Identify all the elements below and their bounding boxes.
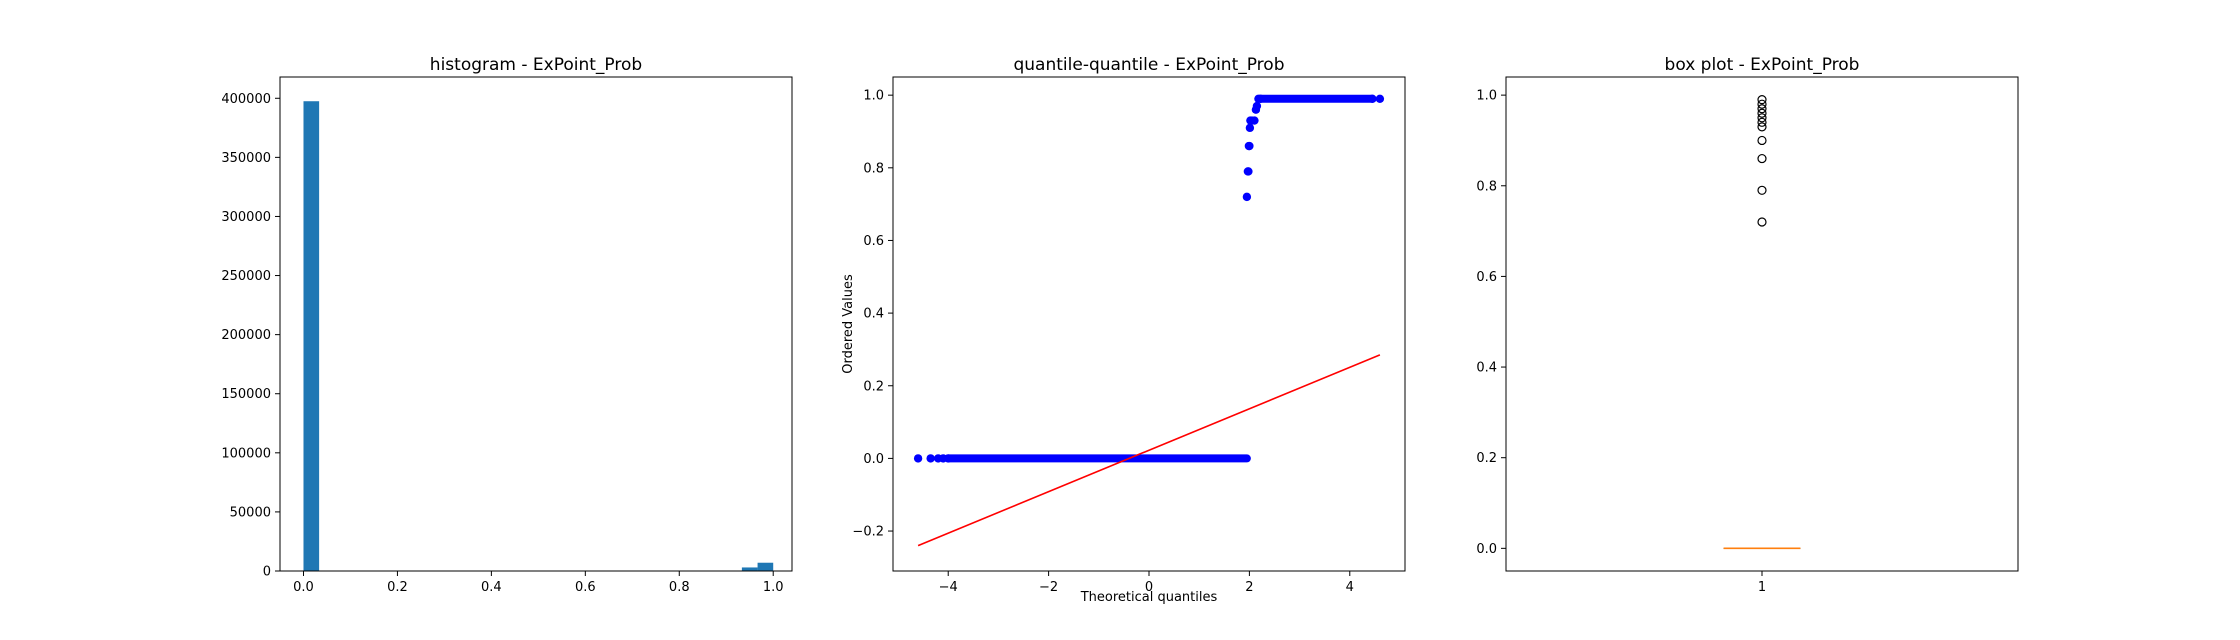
qq-ylabel: Ordered Values [841, 274, 856, 374]
qq-xtick-label: 0 [1145, 580, 1153, 595]
qq-plot-area: −0.2 0.0 0.2 0.4 0.6 0.8 1.0 −4 −2 0 2 4 [852, 89, 1385, 595]
qq-ytick-label: 0.8 [863, 161, 884, 176]
qq-title: quantile-quantile - ExPoint_Prob [1013, 55, 1284, 75]
histogram-xtick-label: 0.2 [387, 580, 408, 595]
qq-ytick-label: −0.2 [852, 525, 884, 540]
boxplot-ytick-label: 0.6 [1476, 270, 1497, 285]
qq-ytick-label: 0.2 [863, 379, 884, 394]
boxplot-title: box plot - ExPoint_Prob [1665, 55, 1860, 75]
qq-point [1368, 94, 1377, 103]
boxplot-ytick-label: 0.2 [1476, 451, 1497, 466]
qq-point [926, 454, 935, 463]
histogram-ytick-label: 350000 [221, 151, 271, 166]
boxplot-outlier [1757, 104, 1767, 114]
histogram-ytick-label: 200000 [221, 328, 271, 343]
qq-xtick-label: 4 [1346, 580, 1354, 595]
boxplot-outlier [1757, 153, 1767, 164]
qq-point [913, 454, 923, 463]
histogram-plot-area: 0 50000 100000 150000 200000 250000 300000 3500… [221, 92, 783, 595]
histogram-xtick-label: 1.0 [763, 580, 784, 595]
histogram-panel: histogram - ExPoint_Prob 0 50000 100000 150… [221, 55, 793, 595]
boxplot-ytick-label: 0.4 [1476, 361, 1497, 376]
boxplot-ytick-label: 0.0 [1476, 542, 1497, 557]
boxplot-outlier [1757, 117, 1767, 127]
qq-frame [892, 76, 1406, 572]
histogram-bar [303, 101, 320, 572]
qq-point [1256, 94, 1265, 103]
histogram-xtick-label: 0.6 [575, 580, 596, 595]
qq-xtick-label: −2 [1039, 580, 1058, 595]
boxplot-ytick-label: 1.0 [1476, 89, 1497, 104]
boxplot-frame [1505, 76, 2019, 572]
histogram-ytick-label: 0 [263, 565, 271, 580]
qq-point [1245, 141, 1254, 151]
boxplot-outlier [1757, 185, 1767, 195]
boxplot-outlier [1757, 108, 1767, 118]
qq-ytick-label: 0.0 [863, 452, 884, 467]
qq-xtick-label: 2 [1245, 580, 1253, 595]
qq-ytick-label: 0.6 [863, 234, 884, 249]
boxplot-outlier [1757, 217, 1767, 227]
boxplot-outlier [1757, 122, 1767, 132]
qq-ytick-label: 1.0 [863, 89, 884, 104]
qq-point [1244, 167, 1253, 176]
qq-ytick-label: 0.4 [863, 307, 884, 322]
qq-point [1252, 101, 1262, 111]
histogram-xtick-label: 0.8 [669, 580, 690, 595]
boxplot-xtick-label: 1 [1758, 580, 1766, 595]
histogram-xtick-label: 0.0 [293, 580, 314, 595]
boxplot-outlier [1757, 95, 1767, 105]
boxplot-plot-area: 0.0 0.2 0.4 0.6 0.8 1.0 1 [1476, 89, 1801, 595]
histogram-bar [741, 567, 758, 571]
histogram-ytick-label: 250000 [221, 269, 271, 284]
histogram-ytick-label: 50000 [230, 505, 271, 520]
qq-point [944, 454, 953, 463]
histogram-ytick-label: 300000 [221, 210, 271, 225]
qq-point [1250, 116, 1259, 125]
qq-point [1245, 123, 1255, 133]
qq-fit-line [917, 354, 1381, 547]
histogram-ytick-label: 400000 [221, 92, 271, 107]
qq-xtick-label: −4 [939, 580, 958, 595]
histogram-xtick-label: 0.4 [481, 580, 502, 595]
histogram-ytick-label: 150000 [221, 387, 271, 402]
qq-point [1242, 192, 1252, 202]
boxplot-outlier [1757, 99, 1767, 109]
histogram-ytick-label: 100000 [221, 446, 271, 461]
histogram-title: histogram - ExPoint_Prob [430, 55, 642, 75]
boxplot-outlier [1757, 113, 1767, 123]
qq-panel: quantile-quantile - ExPoint_Prob −0.2 0.0… [841, 55, 1406, 605]
boxplot-ytick-label: 0.8 [1476, 179, 1497, 194]
qq-xlabel: Theoretical quantiles [1080, 590, 1218, 605]
boxplot-panel: box plot - ExPoint_Prob 0.0 0.2 0.4 0.6 0.8 1… [1476, 55, 2019, 595]
histogram-frame [279, 76, 793, 572]
qq-point [1375, 94, 1385, 103]
histogram-bar [757, 562, 774, 571]
boxplot-outlier [1757, 135, 1767, 146]
